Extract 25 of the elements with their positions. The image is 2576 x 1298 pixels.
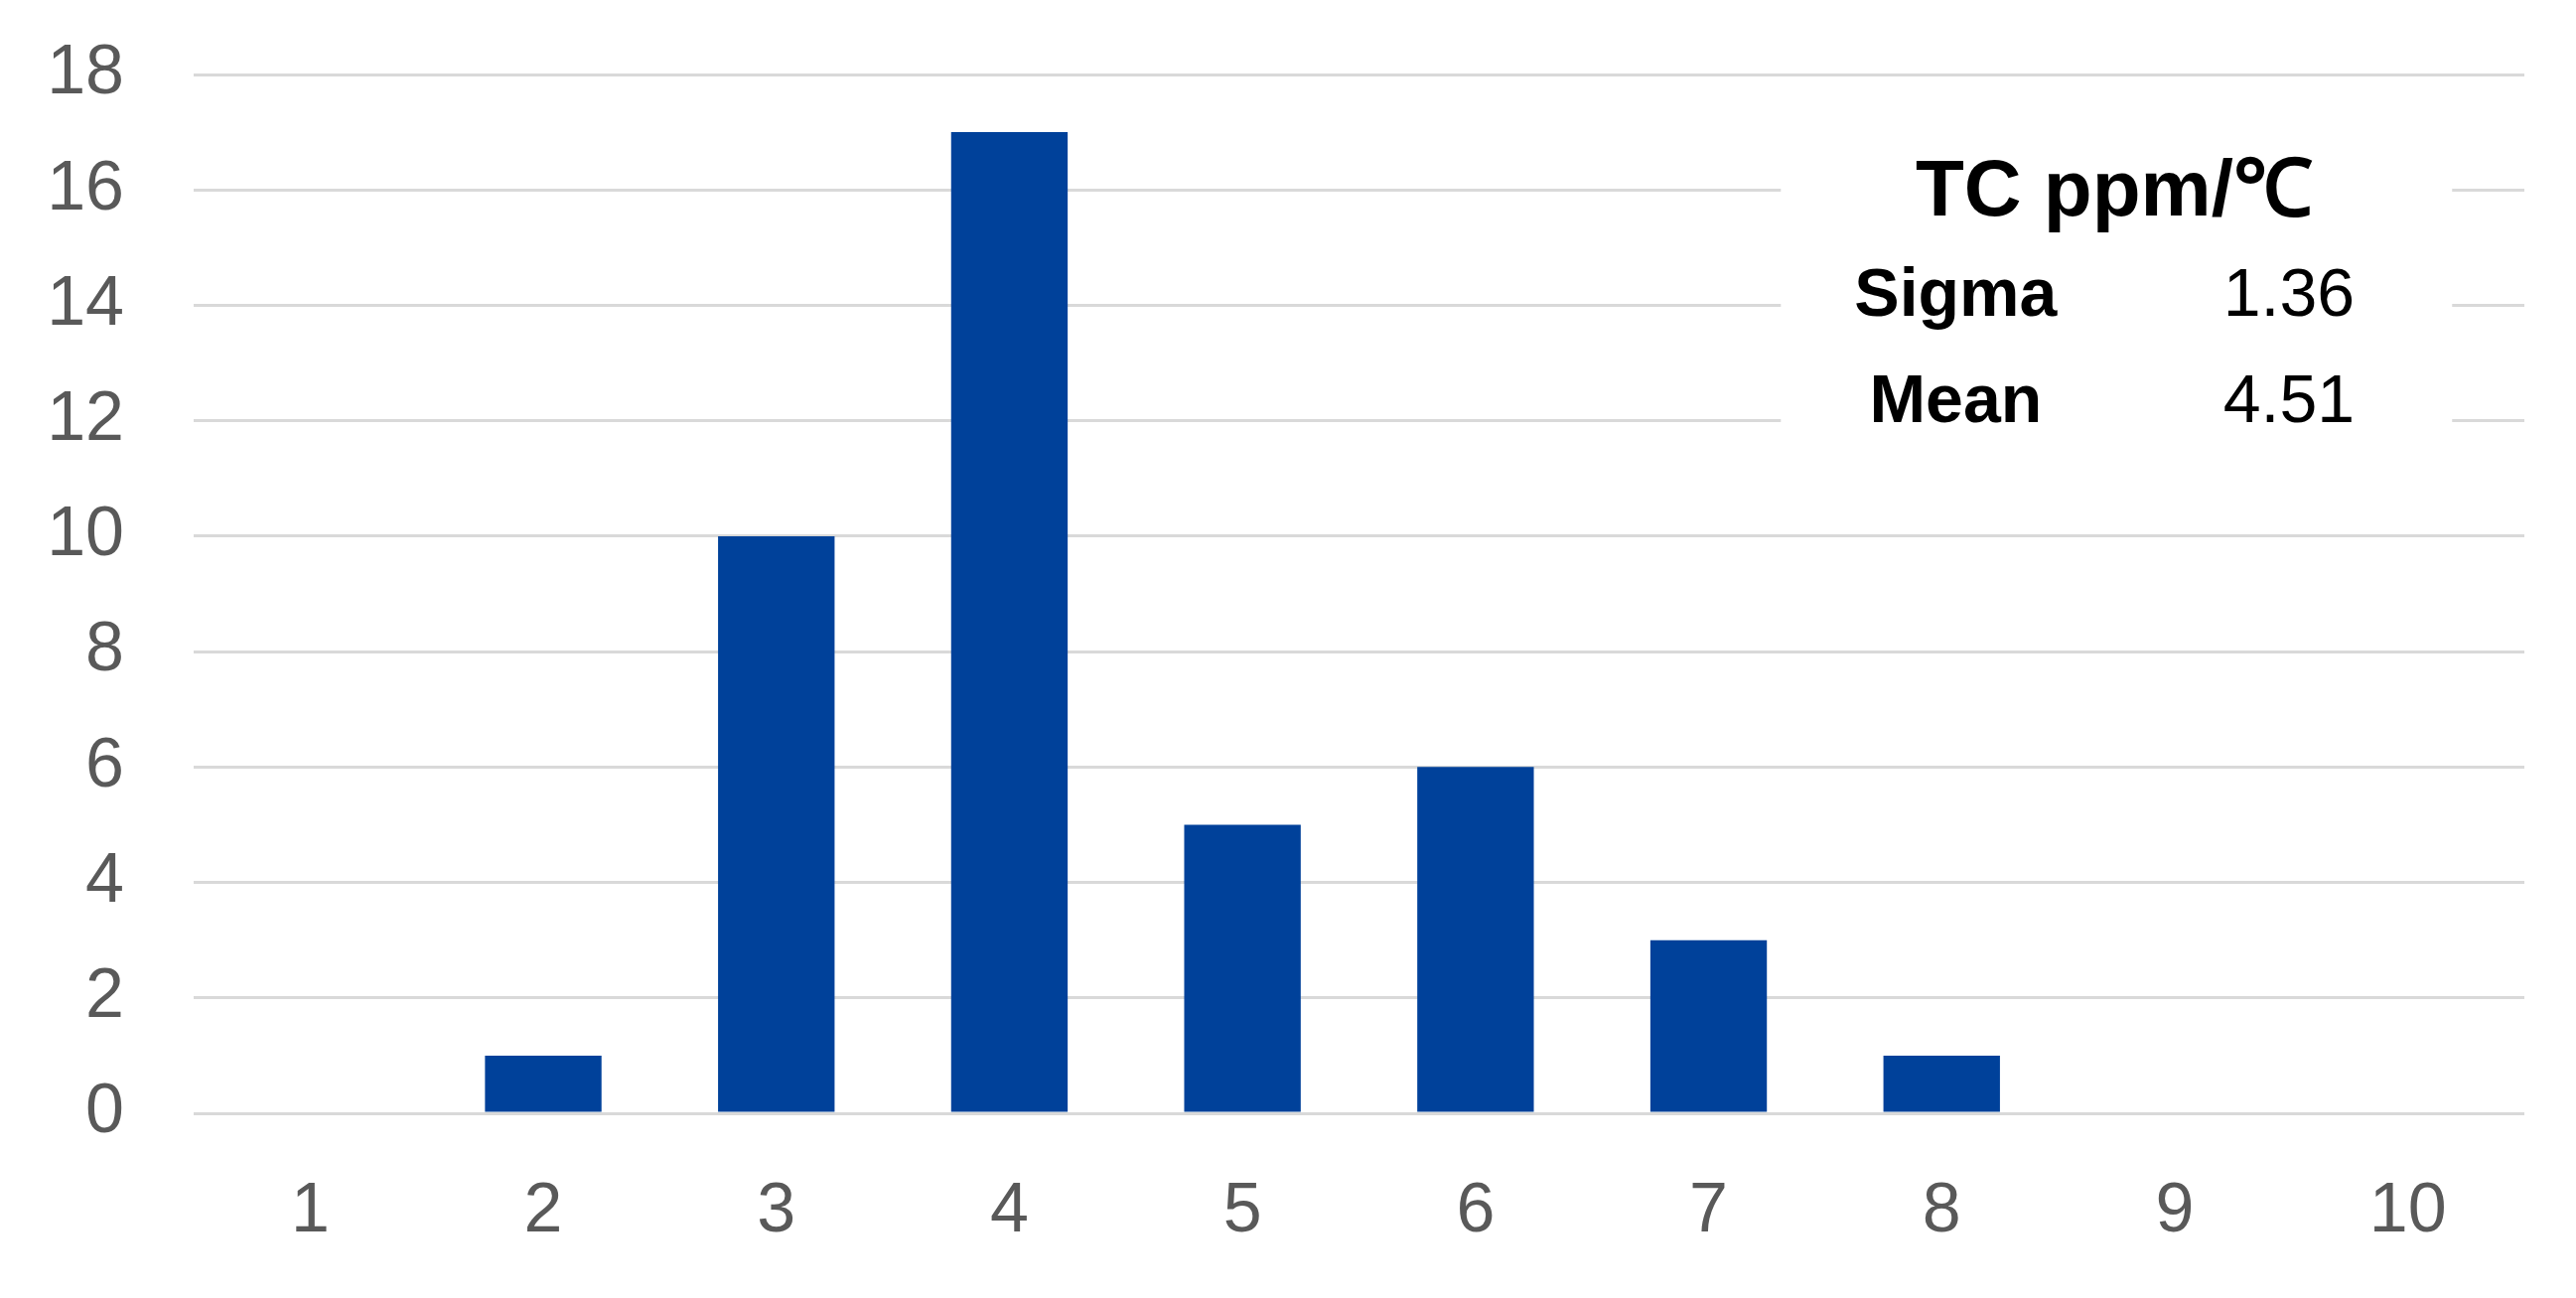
annotation: 4.51 <box>2222 361 2356 437</box>
y-tick-label: 10 <box>47 493 124 571</box>
x-tick-label: 10 <box>2368 1169 2447 1247</box>
y-tick-label: 0 <box>85 1070 124 1148</box>
x-tick-label: 9 <box>2155 1169 2195 1247</box>
y-tick-label: 2 <box>85 954 124 1033</box>
annotation: Sigma <box>1854 253 2059 330</box>
y-tick-label: 8 <box>85 608 124 686</box>
x-tick-label: 1 <box>290 1169 330 1247</box>
x-tick-label: 6 <box>1456 1169 1496 1247</box>
x-tick-label: 7 <box>1689 1169 1729 1247</box>
y-tick-label: 18 <box>47 31 124 109</box>
x-tick-label: 4 <box>989 1169 1029 1247</box>
x-tick-label: 5 <box>1222 1169 1262 1247</box>
annotation: TC ppm/℃ <box>1915 144 2313 233</box>
x-tick-label: 8 <box>1922 1169 1961 1247</box>
x-tick-label: 3 <box>757 1169 796 1247</box>
y-tick-label: 14 <box>47 261 124 340</box>
annotation: Mean <box>1869 361 2043 437</box>
annotation: 1.36 <box>2222 253 2356 330</box>
y-tick-label: 4 <box>85 838 124 917</box>
y-tick-label: 12 <box>47 376 124 455</box>
y-tick-label: 6 <box>85 723 124 801</box>
x-tick-label: 2 <box>523 1169 563 1247</box>
y-tick-label: 16 <box>47 146 124 224</box>
